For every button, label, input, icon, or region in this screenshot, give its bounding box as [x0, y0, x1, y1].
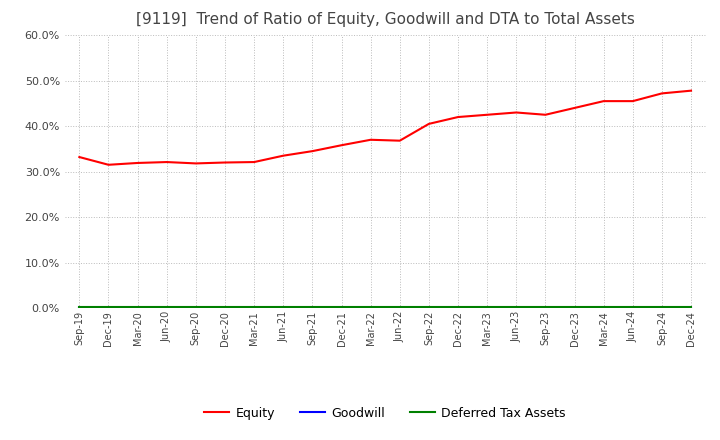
Title: [9119]  Trend of Ratio of Equity, Goodwill and DTA to Total Assets: [9119] Trend of Ratio of Equity, Goodwil… — [136, 12, 634, 27]
Equity — [163, 159, 171, 165]
Equity — [75, 154, 84, 160]
Deferred Tax Assets — [163, 304, 171, 309]
Equity — [220, 160, 229, 165]
Equity — [250, 159, 258, 165]
Deferred Tax Assets — [220, 304, 229, 309]
Equity — [629, 99, 637, 104]
Deferred Tax Assets — [133, 304, 142, 309]
Goodwill — [599, 305, 608, 311]
Deferred Tax Assets — [512, 304, 521, 309]
Goodwill — [483, 305, 492, 311]
Deferred Tax Assets — [629, 304, 637, 309]
Deferred Tax Assets — [337, 304, 346, 309]
Goodwill — [133, 305, 142, 311]
Goodwill — [104, 305, 113, 311]
Deferred Tax Assets — [279, 304, 287, 309]
Legend: Equity, Goodwill, Deferred Tax Assets: Equity, Goodwill, Deferred Tax Assets — [199, 402, 571, 425]
Deferred Tax Assets — [250, 304, 258, 309]
Goodwill — [687, 305, 696, 311]
Equity — [133, 160, 142, 165]
Equity — [104, 162, 113, 167]
Deferred Tax Assets — [541, 304, 550, 309]
Equity — [192, 161, 200, 166]
Goodwill — [541, 305, 550, 311]
Equity — [541, 112, 550, 117]
Deferred Tax Assets — [75, 304, 84, 309]
Deferred Tax Assets — [192, 304, 200, 309]
Goodwill — [657, 305, 666, 311]
Deferred Tax Assets — [104, 304, 113, 309]
Equity — [425, 121, 433, 126]
Goodwill — [629, 305, 637, 311]
Goodwill — [512, 305, 521, 311]
Deferred Tax Assets — [687, 304, 696, 309]
Goodwill — [279, 305, 287, 311]
Deferred Tax Assets — [395, 304, 404, 309]
Deferred Tax Assets — [366, 304, 375, 309]
Deferred Tax Assets — [599, 304, 608, 309]
Equity — [279, 153, 287, 158]
Line: Equity: Equity — [79, 91, 691, 165]
Equity — [657, 91, 666, 96]
Equity — [599, 99, 608, 104]
Deferred Tax Assets — [570, 304, 579, 309]
Goodwill — [250, 305, 258, 311]
Goodwill — [454, 305, 462, 311]
Goodwill — [366, 305, 375, 311]
Deferred Tax Assets — [657, 304, 666, 309]
Equity — [454, 114, 462, 120]
Equity — [308, 149, 317, 154]
Goodwill — [75, 305, 84, 311]
Equity — [687, 88, 696, 93]
Goodwill — [337, 305, 346, 311]
Goodwill — [395, 305, 404, 311]
Equity — [483, 112, 492, 117]
Goodwill — [163, 305, 171, 311]
Goodwill — [425, 305, 433, 311]
Equity — [570, 105, 579, 110]
Goodwill — [570, 305, 579, 311]
Deferred Tax Assets — [483, 304, 492, 309]
Equity — [366, 137, 375, 143]
Deferred Tax Assets — [425, 304, 433, 309]
Goodwill — [308, 305, 317, 311]
Equity — [395, 138, 404, 143]
Deferred Tax Assets — [308, 304, 317, 309]
Deferred Tax Assets — [454, 304, 462, 309]
Goodwill — [192, 305, 200, 311]
Equity — [512, 110, 521, 115]
Goodwill — [220, 305, 229, 311]
Equity — [337, 143, 346, 148]
